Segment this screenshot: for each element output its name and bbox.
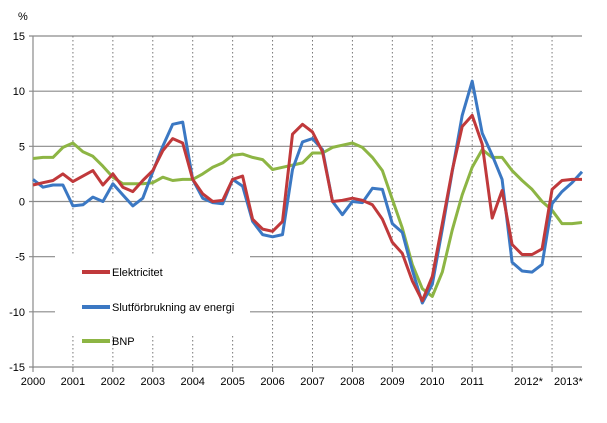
legend: Elektricitet Slutförbrukning av energi B… — [82, 267, 234, 348]
x-tick-label: 2007 — [300, 376, 324, 388]
legend-label-elektricitet: Elektricitet — [112, 267, 163, 279]
y-tick-label: -15 — [9, 362, 25, 374]
x-ticks: 2000 2001 2002 2003 2004 2005 2006 2007 2008 2009… — [21, 367, 584, 388]
y-tick-label: 0 — [19, 197, 25, 209]
x-tick-label: 2001 — [61, 376, 85, 388]
y-axis-unit-label: % — [18, 11, 28, 23]
y-tick-label: 15 — [13, 31, 25, 43]
legend-label-slutforbrukning: Slutförbrukning av energi — [112, 302, 234, 314]
x-tick-label: 2002 — [101, 376, 125, 388]
x-tick-label: 2011 — [460, 376, 484, 388]
series-line-bnp — [32, 141, 583, 298]
series-line-elektricitet — [32, 113, 582, 303]
y-tick-label: -5 — [15, 252, 25, 264]
y-tick-label: 5 — [19, 141, 25, 153]
x-tick-label: 2005 — [220, 376, 244, 388]
legend-label-bnp: BNP — [112, 336, 135, 348]
y-tick-label: -10 — [9, 307, 25, 319]
series-line-slutf-rbrukning-av-energi — [32, 79, 584, 305]
x-tick-label: 2010 — [420, 376, 444, 388]
series-lines — [32, 79, 584, 305]
x-tick-label: 2006 — [260, 376, 284, 388]
x-tick-label: 2000 — [21, 376, 45, 388]
x-tick-label: 2003 — [141, 376, 165, 388]
y-tick-label: 10 — [13, 86, 25, 98]
legend-background — [55, 255, 250, 335]
y-ticks: 15 10 5 0 -5 -10 -15 — [9, 31, 25, 374]
x-tick-label: 2009 — [380, 376, 404, 388]
x-tick-label: 2004 — [180, 376, 204, 388]
x-tick-label: 2008 — [340, 376, 364, 388]
x-tick-label: 2012* — [514, 376, 543, 388]
x-tick-label: 2013* — [554, 376, 583, 388]
